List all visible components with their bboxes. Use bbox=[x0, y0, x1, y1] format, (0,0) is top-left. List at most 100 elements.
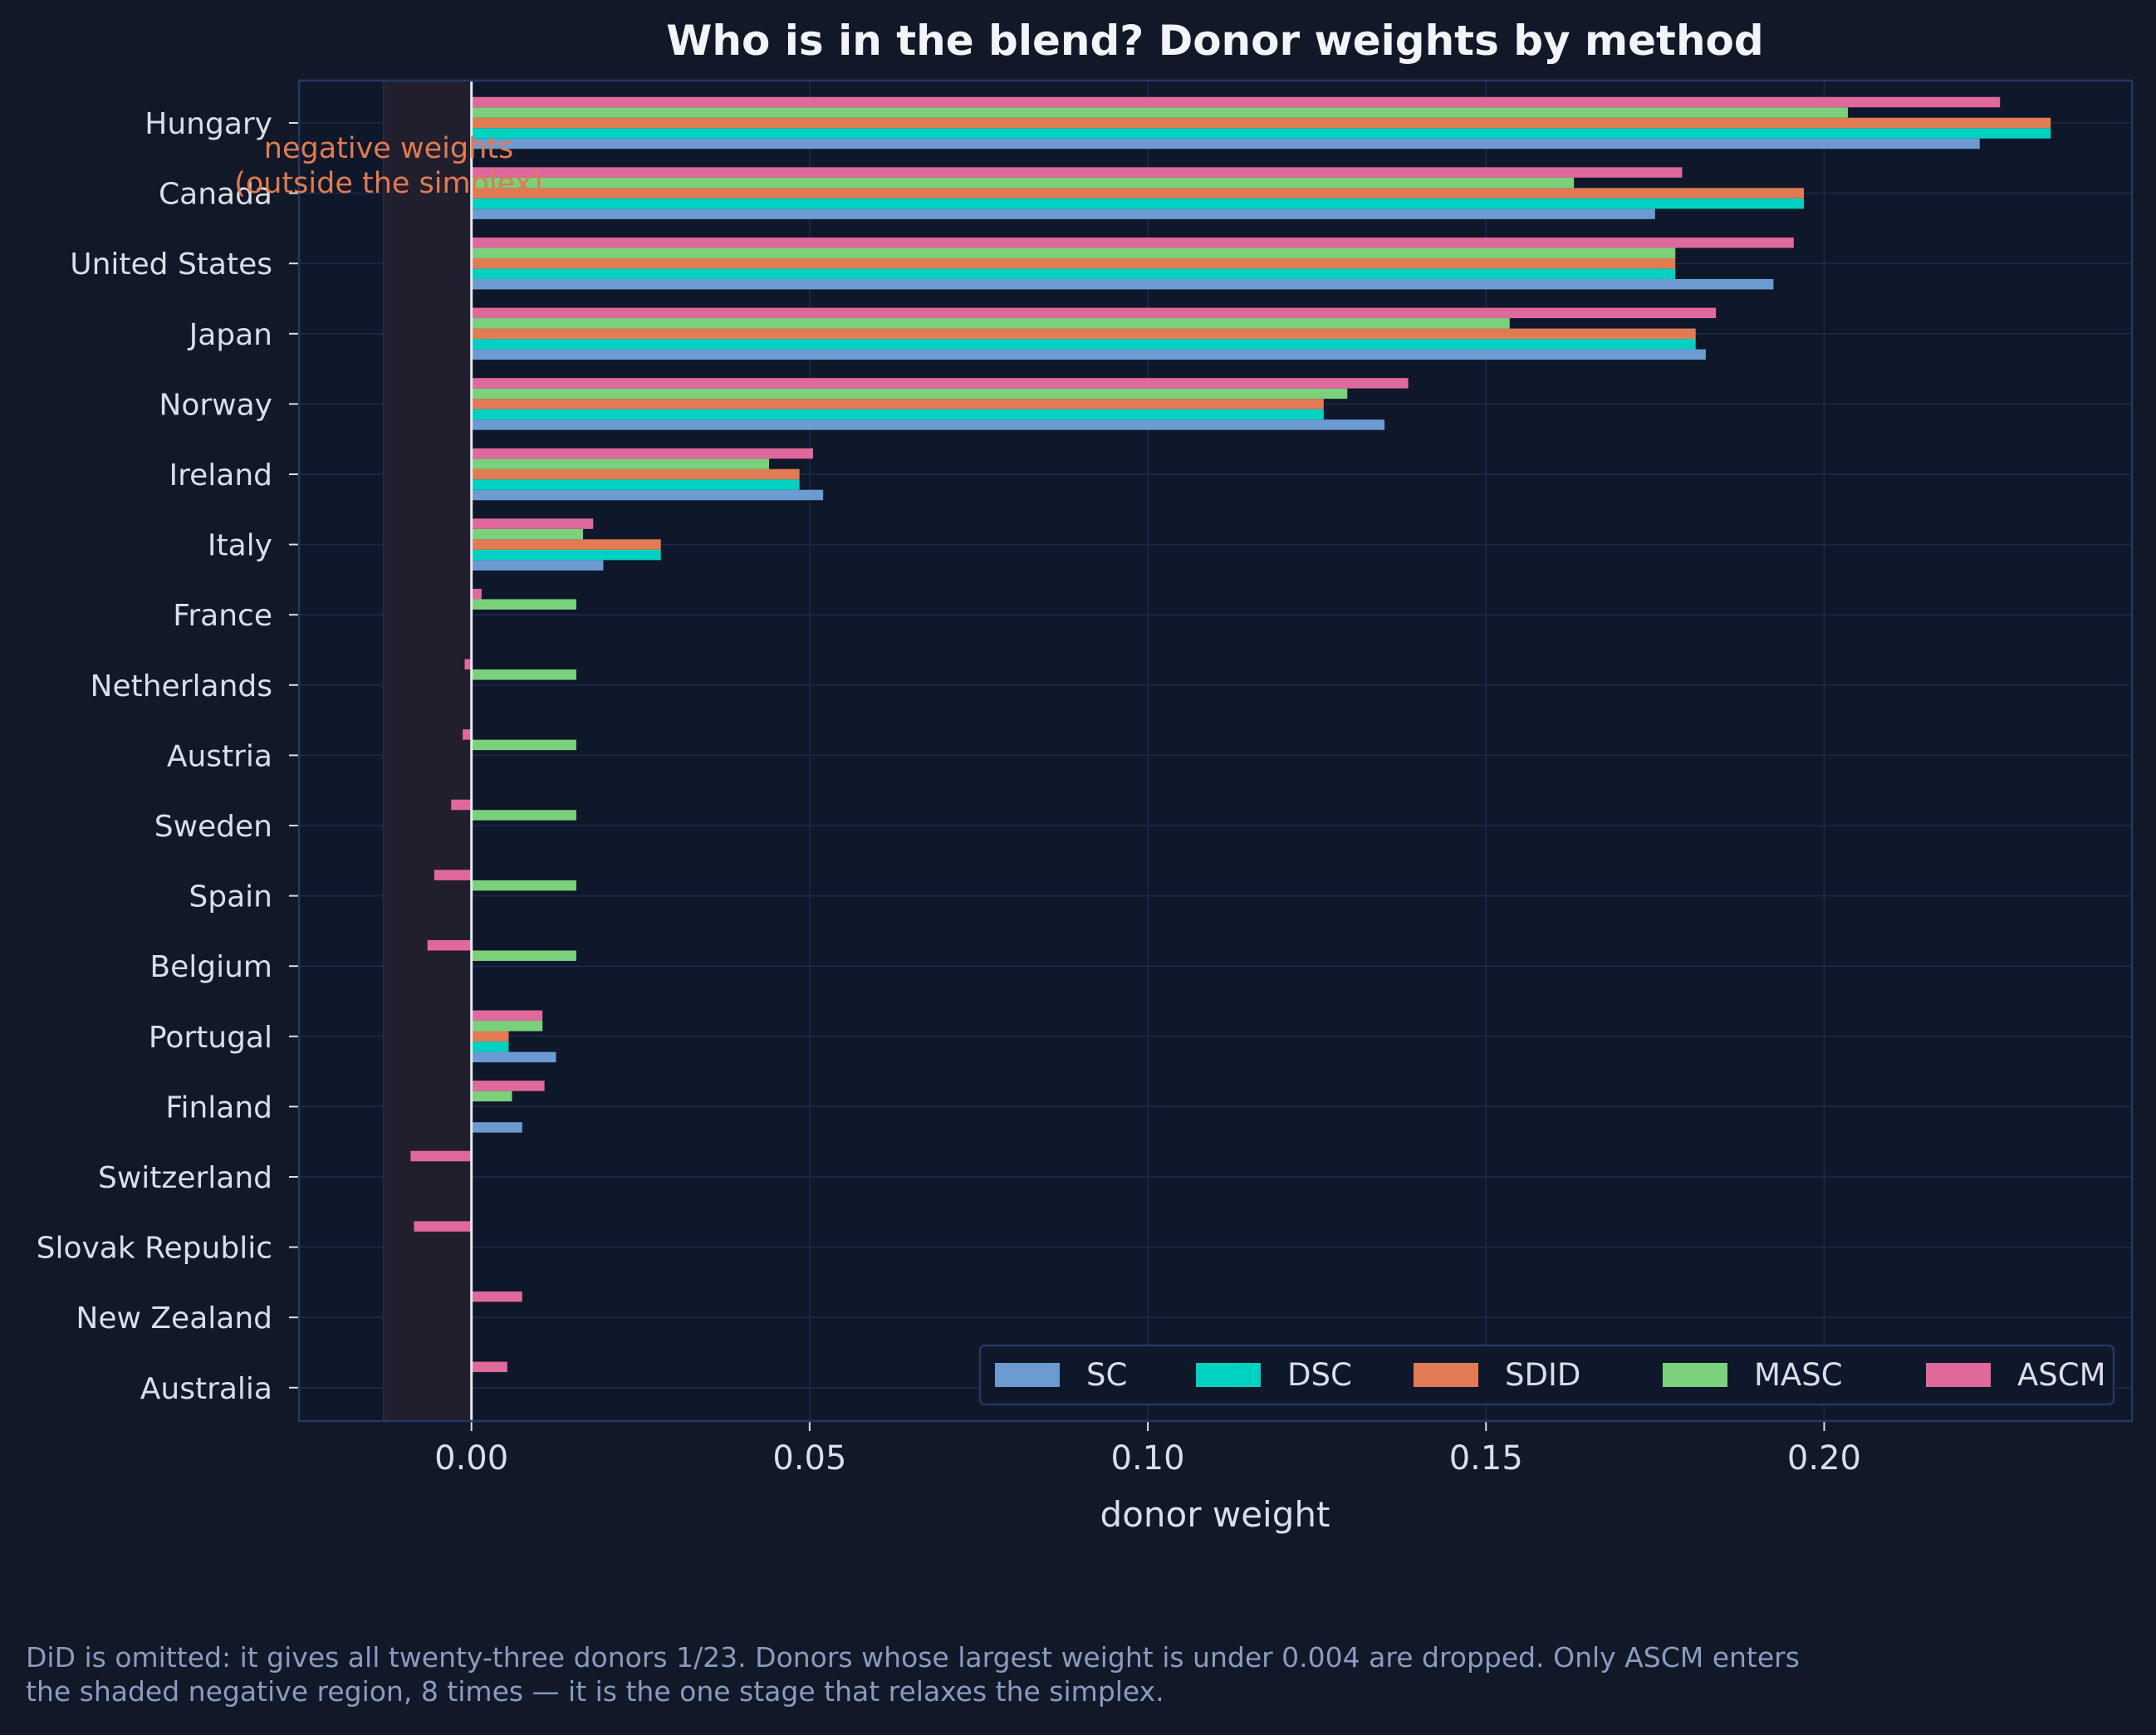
bar-sdid bbox=[471, 539, 661, 550]
y-tick-label: United States bbox=[70, 248, 272, 282]
bar-masc bbox=[471, 528, 584, 540]
bar-masc bbox=[471, 107, 1848, 118]
y-tick-label: Switzerland bbox=[98, 1161, 272, 1195]
bar-ascm bbox=[434, 870, 472, 880]
footnote-line-2: the shaded negative region, 8 times — it… bbox=[26, 1675, 1164, 1708]
bar-sdid bbox=[471, 257, 1676, 269]
bar-dsc bbox=[471, 409, 1324, 420]
bar-dsc bbox=[471, 339, 1696, 350]
y-tick-label: Austria bbox=[167, 739, 272, 773]
legend-box bbox=[978, 1344, 2115, 1406]
legend-label-sc: SC bbox=[1086, 1357, 1127, 1393]
x-tick-label: 0.00 bbox=[434, 1439, 508, 1478]
axis-ticks: 0.00 0.05 0.10 0.15 0.20 Hungary Canada United … bbox=[37, 107, 1861, 1478]
negative-region-shade bbox=[382, 80, 473, 1422]
bar-masc bbox=[471, 669, 576, 680]
x-tick-label: 0.15 bbox=[1449, 1439, 1523, 1478]
bar-sc bbox=[471, 1122, 522, 1133]
bar-dsc bbox=[471, 128, 2051, 139]
plot-panel bbox=[299, 81, 2132, 1421]
bar-sc bbox=[471, 419, 1385, 430]
y-tick-label: Ireland bbox=[169, 458, 272, 493]
bar-dsc bbox=[471, 479, 800, 490]
plot-frame bbox=[297, 79, 2134, 1423]
bar-ascm bbox=[464, 659, 472, 670]
legend-label-sdid: SDID bbox=[1505, 1357, 1580, 1393]
bar-sdid bbox=[471, 188, 1805, 198]
bar-ascm bbox=[451, 799, 472, 811]
y-tick-label: France bbox=[173, 599, 272, 633]
bar-sdid bbox=[471, 1031, 509, 1042]
bar-ascm bbox=[471, 237, 1794, 248]
y-tick-label: Finland bbox=[165, 1091, 272, 1125]
bar-ascm bbox=[471, 1010, 543, 1022]
footnote: DiD is omitted: it gives all twenty-thre… bbox=[26, 1640, 2102, 1708]
bar-ascm bbox=[427, 939, 472, 951]
chart-title: Who is in the blend? Donor weights by me… bbox=[666, 17, 1763, 65]
negative-region-label-line1: negative weights bbox=[264, 132, 513, 165]
y-tick-label: Norway bbox=[159, 388, 272, 422]
y-tick-label: Australia bbox=[140, 1372, 272, 1406]
bar-masc bbox=[471, 248, 1676, 258]
bar-ascm bbox=[414, 1221, 472, 1232]
y-tick-label: Sweden bbox=[154, 810, 272, 844]
bar-sc bbox=[471, 138, 1980, 149]
x-axis-label: donor weight bbox=[1100, 1494, 1330, 1535]
legend-swatch-dsc bbox=[1196, 1363, 1261, 1387]
bar-ascm bbox=[471, 1081, 545, 1091]
y-tick-label: Italy bbox=[208, 529, 272, 563]
bar-ascm bbox=[471, 378, 1409, 389]
y-tick-label: Canada bbox=[159, 178, 272, 212]
legend-label-dsc: DSC bbox=[1287, 1357, 1352, 1393]
bar-ascm bbox=[471, 588, 482, 600]
bar-sdid bbox=[471, 117, 2051, 129]
bar-sdid bbox=[471, 328, 1696, 340]
bar-dsc bbox=[471, 198, 1805, 209]
bar-sdid bbox=[471, 468, 800, 480]
bar-ascm bbox=[471, 167, 1683, 178]
bar-ascm bbox=[471, 307, 1717, 319]
footnote-line-1: DiD is omitted: it gives all twenty-thre… bbox=[26, 1641, 1800, 1674]
legend-label-masc: MASC bbox=[1754, 1357, 1843, 1393]
bar-ascm bbox=[471, 96, 2001, 108]
legend-swatch-sc bbox=[995, 1363, 1060, 1387]
x-tick-label: 0.05 bbox=[772, 1439, 846, 1478]
bar-masc bbox=[471, 1021, 543, 1032]
y-tick-label: Belgium bbox=[149, 950, 272, 984]
bar-ascm bbox=[471, 1361, 507, 1373]
bar-sc bbox=[471, 278, 1774, 290]
bar-dsc bbox=[471, 268, 1676, 279]
bar-series bbox=[410, 96, 2051, 1373]
bar-sc bbox=[471, 208, 1655, 219]
y-tick-label: Spain bbox=[189, 880, 272, 914]
legend-swatch-masc bbox=[1663, 1363, 1727, 1387]
bar-sc bbox=[471, 489, 824, 501]
legend: SC DSC SDID MASC ASCM bbox=[978, 1344, 2115, 1406]
bar-dsc bbox=[471, 549, 661, 561]
y-tick-label: Netherlands bbox=[91, 669, 272, 703]
bar-masc bbox=[471, 880, 576, 891]
x-tick-label: 0.20 bbox=[1787, 1439, 1861, 1478]
negative-region-label-line2: (outside the simplex) bbox=[234, 167, 543, 200]
bar-masc bbox=[471, 177, 1575, 189]
bar-masc bbox=[471, 599, 576, 610]
bar-masc bbox=[471, 950, 576, 961]
bar-masc bbox=[471, 739, 576, 751]
bar-ascm bbox=[471, 518, 594, 529]
x-tick-label: 0.10 bbox=[1111, 1439, 1185, 1478]
bar-ascm bbox=[471, 448, 813, 459]
y-tick-label: Hungary bbox=[145, 107, 272, 141]
y-tick-label: Portugal bbox=[149, 1021, 272, 1055]
bar-sdid bbox=[471, 399, 1324, 409]
legend-swatch-sdid bbox=[1414, 1363, 1478, 1387]
bar-sc bbox=[471, 560, 604, 571]
bar-ascm bbox=[410, 1150, 472, 1162]
bar-masc bbox=[471, 810, 576, 821]
bar-sc bbox=[471, 1051, 556, 1063]
y-tick-label: New Zealand bbox=[76, 1301, 272, 1336]
legend-label-ascm: ASCM bbox=[2017, 1357, 2106, 1393]
bar-masc bbox=[471, 458, 770, 469]
legend-swatch-ascm bbox=[1926, 1363, 1991, 1387]
y-tick-label: Japan bbox=[188, 318, 272, 352]
